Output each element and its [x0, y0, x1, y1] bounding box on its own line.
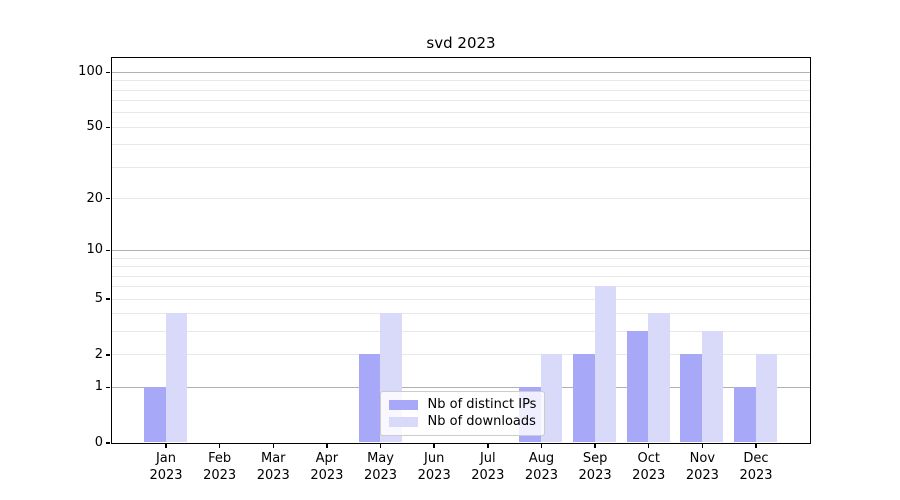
bar-downloads [701, 331, 724, 443]
gridline-minor [111, 313, 810, 315]
y-tick-label: 1 [94, 379, 103, 395]
gridline-major [111, 71, 810, 73]
x-tick-label: Feb 2023 [203, 451, 237, 483]
bar-distinct-ips [734, 386, 756, 443]
gridline-minor [111, 112, 810, 114]
x-tick-label: Aug 2023 [524, 451, 558, 483]
x-tick-label: Jul 2023 [471, 451, 505, 483]
x-tick-label: Mar 2023 [256, 451, 290, 483]
x-tick [433, 444, 435, 448]
gridline-minor [111, 166, 810, 168]
bar-distinct-ips [358, 354, 381, 443]
x-tick [379, 444, 382, 448]
legend: Nb of distinct IPs Nb of downloads [379, 390, 546, 436]
y-tick [106, 386, 110, 389]
y-tick [106, 354, 110, 356]
x-tick [755, 444, 757, 448]
gridline-major [111, 386, 810, 388]
legend-label-distinct-ips: Nb of distinct IPs [427, 397, 537, 412]
x-tick-label: Nov 2023 [685, 451, 719, 483]
y-tick [106, 126, 110, 129]
x-tick [218, 444, 221, 448]
x-tick [540, 444, 543, 448]
bar-distinct-ips [573, 354, 595, 443]
x-tick [165, 444, 167, 448]
chart-title: svd 2023 [426, 34, 496, 52]
x-tick [272, 444, 275, 448]
bar-distinct-ips [144, 386, 166, 443]
x-tick-label: Apr 2023 [310, 451, 344, 483]
gridline-major [111, 249, 810, 251]
gridline-minor [111, 257, 810, 259]
bar-downloads [648, 313, 670, 443]
y-tick-label: 20 [86, 190, 103, 206]
y-tick-label: 2 [94, 346, 103, 362]
x-tick [647, 444, 650, 448]
gridline-minor [111, 100, 810, 102]
gridline-minor [111, 286, 810, 288]
y-tick [106, 249, 110, 252]
y-tick-label: 100 [78, 64, 103, 80]
x-tick-label: Dec 2023 [739, 451, 773, 483]
legend-item-distinct-ips: Nb of distinct IPs [388, 397, 537, 413]
gridline-minor [111, 298, 810, 300]
bar-downloads [540, 354, 563, 443]
x-tick [326, 444, 328, 448]
x-tick [594, 444, 596, 448]
y-tick-label: 5 [94, 291, 103, 307]
y-tick [106, 197, 110, 200]
x-tick [701, 444, 704, 448]
legend-item-downloads: Nb of downloads [388, 414, 537, 430]
y-tick [106, 442, 110, 444]
gridline-minor [111, 144, 810, 146]
y-tick [106, 71, 110, 74]
bar-downloads [165, 313, 187, 443]
gridline-minor [111, 198, 810, 200]
x-tick [487, 444, 489, 448]
bar-distinct-ips [626, 331, 649, 443]
x-tick-label: Sep 2023 [578, 451, 612, 483]
y-tick-label: 10 [86, 242, 103, 258]
gridline-minor [111, 89, 810, 91]
bar-distinct-ips [680, 354, 702, 443]
gridline-minor [111, 275, 810, 277]
y-tick-label: 50 [86, 119, 103, 135]
x-tick-label: Jan 2023 [149, 451, 183, 483]
gridline-minor [111, 80, 810, 82]
bar-downloads [594, 286, 617, 443]
gridline-minor [111, 126, 810, 128]
bar-downloads [755, 354, 777, 443]
legend-swatch-downloads [388, 416, 418, 427]
legend-label-downloads: Nb of downloads [427, 414, 536, 429]
y-tick-label: 0 [94, 435, 103, 450]
x-tick-label: Oct 2023 [632, 451, 666, 483]
x-tick-label: Jun 2023 [417, 451, 451, 483]
y-tick [106, 298, 110, 300]
legend-swatch-distinct-ips [388, 399, 418, 410]
x-tick-label: May 2023 [363, 451, 398, 483]
plot-area: Nb of distinct IPs Nb of downloads [110, 56, 811, 444]
gridline-minor [111, 354, 810, 356]
gridline-minor [111, 266, 810, 268]
gridline-minor [111, 331, 810, 333]
